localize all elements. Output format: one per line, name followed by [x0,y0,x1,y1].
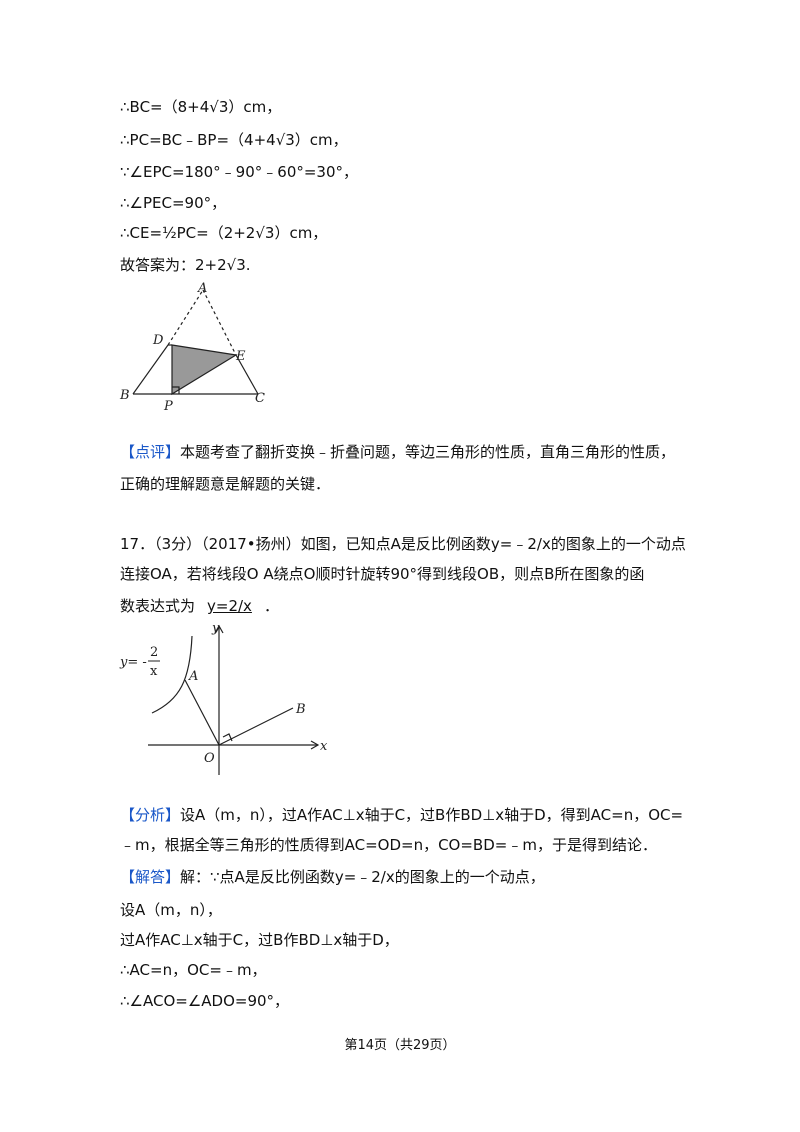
point-label: D [152,333,164,348]
comment-line: 【点评】本题考查了翻折变换﹣折叠问题，等边三角形的性质，直角三角形的性质， [120,442,675,462]
point-label: E [235,349,246,364]
text-line: ∴∠ACO=∠ADO=90°， [120,992,290,1010]
page-footer: 第14页（共29页） [344,1038,456,1053]
text-line: 设A（m，n）， [120,901,222,919]
analysis-line: 【分析】设A（m，n），过A作AC⊥x轴于C，过B作BD⊥x轴于D，得到AC=n… [120,805,683,825]
axis-label: x [320,739,328,754]
text-line: 17．（3分）（2017•扬州）如图，已知点A是反比例函数y=﹣2/x的图象上的… [120,535,686,553]
text-line: 故答案为：2+2√3. [120,256,251,274]
text-line: 连接OA，若将线段O A绕点O顺时针旋转90°得到线段OB，则点B所在图象的函 [120,565,645,583]
curve-label: y= - [119,655,147,670]
point-label: B [119,388,130,403]
text: 设A（m，n），过A作AC⊥x轴于C，过B作BD⊥x轴于D，得到AC=n，OC= [180,806,684,824]
point-label: A [188,669,198,684]
text: ． [263,597,279,615]
text-line: ﹣m，根据全等三角形的性质得到AC=OD=n，CO=BD=﹣m，于是得到结论． [120,836,657,854]
tag: 【分析】 [120,806,181,824]
figure-triangle [132,289,259,396]
text-line: ∴∠PEC=90°， [120,194,227,212]
text-line: ∴PC=BC﹣BP=（4+4√3）cm， [120,131,348,149]
text-line: ∴CE=½PC=（2+2√3）cm， [120,224,328,242]
point-label: C [255,391,265,406]
point-label: O [204,751,215,766]
axis-label: y [211,621,220,636]
text: 本题考查了翻折变换﹣折叠问题，等边三角形的性质，直角三角形的性质， [180,443,676,461]
text-line: ∴BC=（8+4√3）cm， [120,98,282,116]
text-line: 数表达式为 y=2/x ． [120,596,279,616]
text-line: 正确的理解题意是解题的关键． [120,475,331,493]
text-line: ∵∠EPC=180°﹣90°﹣60°=30°， [120,163,359,181]
text: 解：∵点A是反比例函数y=﹣2/x的图象上的一个动点， [180,868,545,886]
tag: 【解答】 [120,868,181,886]
answer-line: 【解答】解：∵点A是反比例函数y=﹣2/x的图象上的一个动点， [120,867,545,887]
curve-label: x [150,664,158,679]
tag: 【点评】 [120,443,181,461]
point-label: P [163,399,173,414]
point-label: B [295,702,306,717]
text-line: ∴AC=n，OC=﹣m， [120,961,267,979]
curve-label: 2 [150,645,158,660]
point-label: A [197,281,207,296]
text: 数表达式为 [120,597,196,615]
answer: y=2/x [207,597,252,615]
figure-axes [148,624,320,775]
text-line: 过A作AC⊥x轴于C，过B作BD⊥x轴于D， [120,931,399,949]
